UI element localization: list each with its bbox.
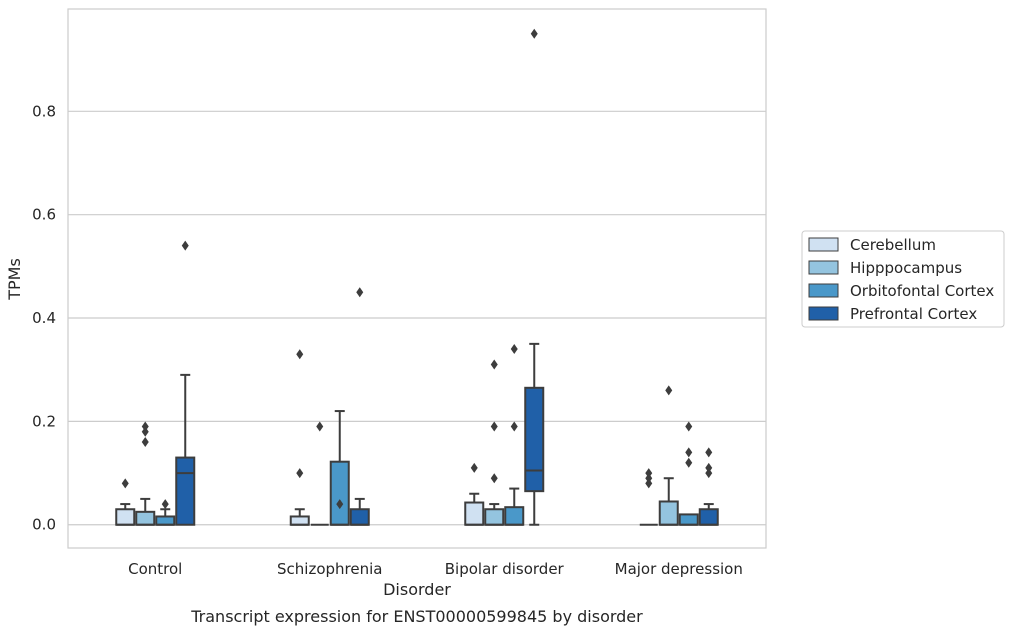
- box-iqr: [175, 456, 196, 526]
- legend-label-cerebellum: Cerebellum: [850, 236, 936, 254]
- outlier-point: [470, 462, 478, 473]
- x-axis-ticks: Control Schizophrenia Bipolar disorder Majo…: [128, 560, 743, 578]
- y-tick-label: 0.6: [32, 206, 56, 224]
- outlier-point: [121, 478, 129, 489]
- outlier-point: [141, 437, 149, 448]
- legend-frame: [801, 230, 1005, 328]
- box-iqr: [504, 506, 525, 526]
- box-iqr: [155, 515, 176, 526]
- outlier-point: [665, 385, 673, 396]
- outlier-point: [296, 468, 304, 479]
- box-iqr: [115, 508, 136, 526]
- y-tick-label: 0.8: [32, 102, 56, 120]
- box-iqr: [658, 500, 679, 526]
- outlier-point: [141, 426, 149, 437]
- legend-label-prefrontal: Prefrontal Cortex: [850, 305, 977, 323]
- outlier-point: [645, 478, 653, 489]
- box-prefrontal-cortex: [524, 28, 545, 526]
- outlier-point: [645, 473, 653, 484]
- legend-swatch-prefrontal: [808, 306, 839, 321]
- legend-label-orbitofrontal: Orbitofontal Cortex: [850, 282, 994, 300]
- box-cerebellum: [639, 468, 658, 526]
- box-iqr: [698, 508, 719, 526]
- y-axis-title: TPMs: [5, 258, 24, 301]
- box-orbitofontal-cortex: [329, 410, 350, 526]
- outlier-point: [705, 462, 713, 473]
- outlier-point: [141, 421, 149, 432]
- box-hipppocampus: [310, 421, 329, 526]
- outlier-point: [510, 421, 518, 432]
- plot-frame: [67, 8, 767, 549]
- legend-swatch-orbitofrontal: [808, 283, 839, 298]
- outlier-point: [316, 421, 324, 432]
- grid-lines: [68, 110, 766, 526]
- legend-swatch-hippocampus: [808, 260, 839, 275]
- outlier-point: [336, 499, 344, 510]
- box-prefrontal-cortex: [175, 240, 196, 526]
- box-iqr: [464, 501, 485, 526]
- y-tick-label: 0.2: [32, 412, 56, 430]
- outlier-point: [510, 344, 518, 355]
- box-iqr: [678, 513, 699, 526]
- box-iqr: [349, 508, 370, 526]
- outlier-point: [490, 421, 498, 432]
- y-tick-label: 0.4: [32, 309, 56, 327]
- legend-swatch-cerebellum: [808, 237, 839, 252]
- outlier-point: [296, 349, 304, 360]
- outlier-point: [685, 447, 693, 458]
- box-plot-area: [115, 28, 719, 526]
- box-iqr: [329, 460, 350, 526]
- box-iqr: [524, 386, 545, 493]
- outlier-point: [181, 240, 189, 251]
- x-tick-label: Major depression: [615, 560, 743, 578]
- outlier-point: [356, 287, 364, 298]
- box-prefrontal-cortex: [698, 447, 719, 526]
- outlier-point: [705, 447, 713, 458]
- box-orbitofontal-cortex: [678, 421, 699, 526]
- box-hipppocampus: [135, 421, 156, 526]
- x-tick-label: Bipolar disorder: [445, 560, 565, 578]
- box-iqr: [135, 510, 156, 526]
- outlier-point: [705, 468, 713, 479]
- box-iqr: [289, 515, 310, 526]
- box-iqr: [484, 508, 505, 526]
- box-orbitofontal-cortex: [155, 499, 176, 526]
- outlier-point: [685, 457, 693, 468]
- box-hipppocampus: [484, 359, 505, 526]
- outlier-point: [490, 473, 498, 484]
- chart-caption: Transcript expression for ENST0000059984…: [190, 607, 643, 626]
- x-axis-title: Disorder: [383, 580, 451, 599]
- box-cerebellum: [115, 478, 136, 526]
- outlier-point: [685, 421, 693, 432]
- box-prefrontal-cortex: [349, 287, 370, 526]
- outlier-point: [530, 28, 538, 39]
- x-tick-label: Control: [128, 560, 182, 578]
- outlier-point: [645, 468, 653, 479]
- legend: Cerebellum Hipppocampus Orbitofontal Cor…: [801, 230, 1005, 328]
- box-hipppocampus: [658, 385, 679, 526]
- box-orbitofontal-cortex: [504, 344, 525, 526]
- y-tick-label: 0.0: [32, 516, 56, 534]
- outlier-point: [161, 499, 169, 510]
- box-cerebellum: [289, 349, 310, 526]
- x-tick-label: Schizophrenia: [277, 560, 382, 578]
- box-cerebellum: [464, 462, 485, 526]
- outlier-point: [490, 359, 498, 370]
- legend-label-hippocampus: Hipppocampus: [850, 259, 962, 277]
- y-axis-ticks: 0.0 0.2 0.4 0.6 0.8: [32, 102, 56, 533]
